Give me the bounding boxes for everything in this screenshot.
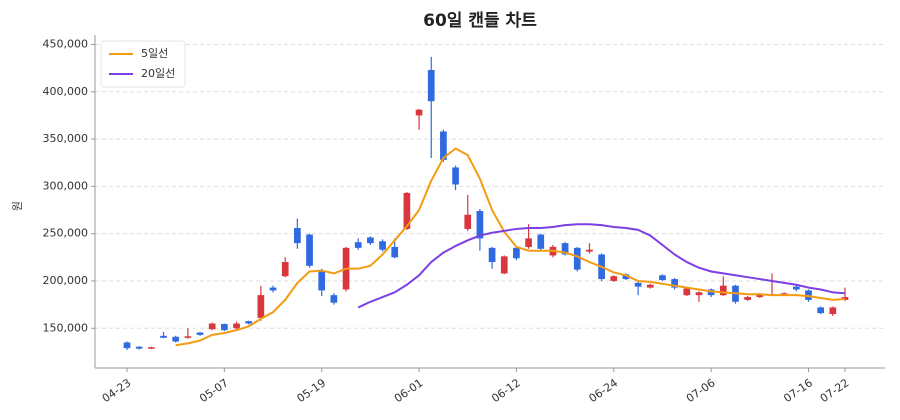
candle-body <box>695 292 703 296</box>
y-tick-label: 250,000 <box>43 227 89 240</box>
candle-body <box>184 336 192 338</box>
x-tick-label: 06-24 <box>587 376 621 405</box>
y-tick-label: 450,000 <box>43 37 89 50</box>
x-tick-label: 06-01 <box>392 376 426 405</box>
candle-body <box>135 346 143 349</box>
candle-body <box>476 210 484 239</box>
chart-title: 60일 캔들 차트 <box>423 11 537 31</box>
y-tick-label: 200,000 <box>43 274 89 287</box>
candle-body <box>622 274 630 280</box>
candle-body <box>537 234 545 249</box>
candle-body <box>792 286 800 290</box>
y-tick-label: 400,000 <box>43 85 89 98</box>
candle-body <box>525 238 532 247</box>
candle-body <box>756 294 764 298</box>
candle-body <box>196 332 204 335</box>
candle-body <box>500 256 508 274</box>
candle-body <box>829 307 837 315</box>
candle-body <box>561 243 569 255</box>
candle-body <box>427 70 435 102</box>
x-tick-label: 07-22 <box>818 376 852 405</box>
candle-body <box>306 234 313 266</box>
candle-body <box>464 214 472 229</box>
legend-box <box>100 40 186 88</box>
ma-line <box>175 147 846 347</box>
candle-body <box>318 271 326 291</box>
candle-body <box>513 247 520 259</box>
candle-body <box>683 288 691 296</box>
candle-body <box>233 323 240 329</box>
candle-body <box>160 335 167 338</box>
candle-body <box>281 262 289 277</box>
candle-body <box>208 323 216 330</box>
y-axis-label: 원 <box>11 201 24 211</box>
candle-body <box>269 287 277 291</box>
candle-body <box>245 321 253 324</box>
y-tick-label: 300,000 <box>43 179 89 192</box>
y-tick-label: 350,000 <box>43 132 89 145</box>
candle-body <box>817 307 825 314</box>
candle-body <box>488 247 496 263</box>
candle-body <box>415 109 423 116</box>
candle-body <box>367 237 374 244</box>
legend-label: 20일선 <box>141 66 175 80</box>
candle-body <box>586 249 593 252</box>
x-tick-label: 06-12 <box>489 376 523 405</box>
candle-body <box>841 297 849 300</box>
candle-body <box>379 241 386 250</box>
candle-body <box>671 279 678 288</box>
candle-body <box>634 282 642 287</box>
ma-line <box>357 223 846 309</box>
x-tick-label: 05-19 <box>295 376 329 405</box>
candle-body <box>440 131 447 160</box>
candle-body <box>172 336 180 342</box>
x-tick-label: 07-16 <box>781 376 815 405</box>
candle-body <box>610 276 618 281</box>
candle-body <box>573 247 581 270</box>
candle-body <box>659 275 666 281</box>
candle-body <box>403 192 411 229</box>
candle-body <box>294 227 301 244</box>
x-tick-label: 07-06 <box>684 376 718 405</box>
candle-body <box>744 297 751 300</box>
legend-label: 5일선 <box>141 46 168 60</box>
candle-body <box>257 295 265 318</box>
candle-body <box>330 295 338 303</box>
candle-body <box>391 246 399 258</box>
candle-body <box>646 284 654 288</box>
candle-body <box>123 342 131 349</box>
x-tick-label: 05-07 <box>197 376 231 405</box>
candle-body <box>719 285 727 296</box>
y-tick-label: 150,000 <box>43 321 89 334</box>
candle-body <box>452 167 459 185</box>
candle-body <box>147 347 155 349</box>
candle-body <box>221 324 228 331</box>
candle-body <box>354 242 362 248</box>
x-tick-label: 04-23 <box>100 376 134 405</box>
